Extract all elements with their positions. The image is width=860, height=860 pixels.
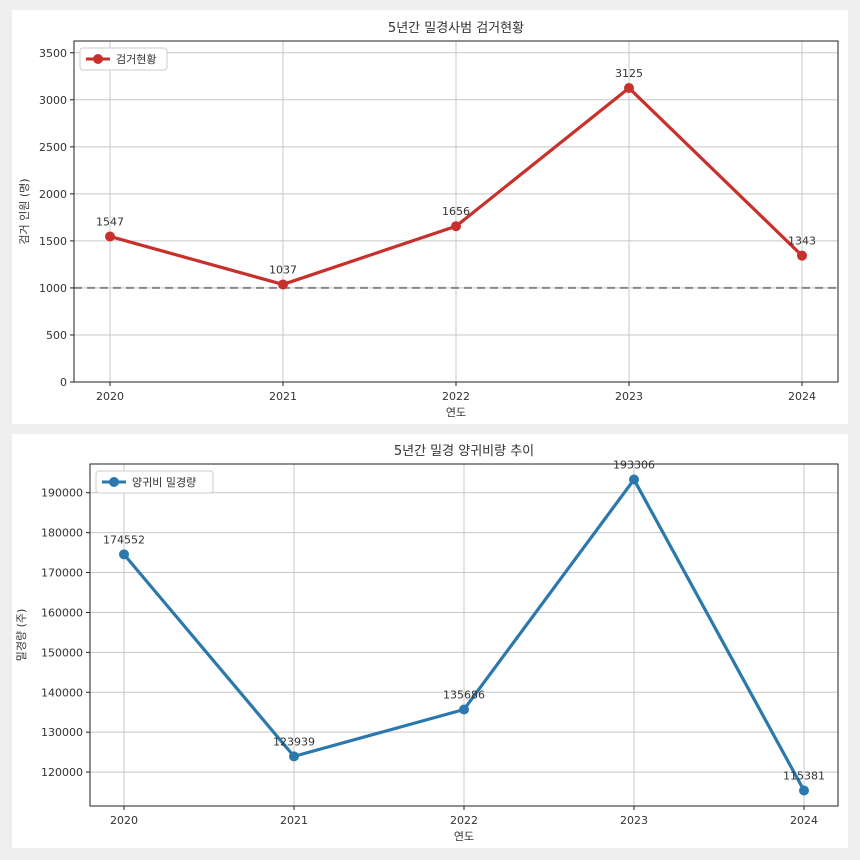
y-tick-label: 190000 <box>41 487 83 500</box>
data-label: 115381 <box>783 770 825 783</box>
x-tick-label: 2024 <box>790 814 818 827</box>
y-tick-label: 130000 <box>41 726 83 739</box>
data-point <box>105 231 115 242</box>
x-tick-label: 2020 <box>110 814 138 827</box>
chart-title: 5년간 밀경사범 검거현황 <box>388 21 524 36</box>
poppy-line-chart: 120000 130000 140000 150000 160000 170000 1800… <box>15 444 839 843</box>
y-tick-label: 2500 <box>39 141 67 154</box>
x-tick-label: 2021 <box>280 814 308 827</box>
data-point <box>629 474 639 485</box>
data-label: 1547 <box>96 215 124 228</box>
y-tick-label: 1000 <box>39 282 67 295</box>
data-label: 1343 <box>788 235 816 248</box>
data-point <box>799 785 809 796</box>
x-axis-label: 연도 <box>454 830 474 843</box>
arrests-line-chart: 0 500 1000 1500 2000 2500 3000 3500 2020 2021 2022… <box>18 21 839 419</box>
x-tick-label: 2023 <box>620 814 648 827</box>
chart-panel-arrests: 0 500 1000 1500 2000 2500 3000 3500 2020 2021 2022… <box>12 10 848 424</box>
data-label: 174552 <box>103 533 145 546</box>
x-tick-label: 2020 <box>96 390 124 403</box>
y-tick-label: 1500 <box>39 235 67 248</box>
x-tick-label: 2022 <box>442 390 470 403</box>
data-point <box>624 83 634 94</box>
chart-title: 5년간 밀경 양귀비량 추이 <box>394 444 534 459</box>
data-label: 3125 <box>615 67 643 80</box>
legend-box <box>79 47 168 71</box>
x-tick-label: 2022 <box>450 814 478 827</box>
y-tick-label: 500 <box>46 329 67 342</box>
legend-label: 검거현황 <box>116 53 156 66</box>
legend-swatch-marker <box>93 54 103 64</box>
legend-label: 양귀비 밀경량 <box>132 476 196 489</box>
y-tick-label: 120000 <box>41 766 83 779</box>
y-tick-label: 140000 <box>41 686 83 699</box>
data-label: 135686 <box>443 688 485 701</box>
y-axis-label: 검거 인원 (명) <box>18 178 31 244</box>
data-point <box>459 704 469 715</box>
legend-box <box>95 470 214 494</box>
chart-panel-poppy: 120000 130000 140000 150000 160000 170000 1800… <box>12 434 848 848</box>
legend-swatch-marker <box>109 477 119 487</box>
y-tick-label: 170000 <box>41 567 83 580</box>
y-tick-label: 0 <box>60 376 67 389</box>
data-label: 1037 <box>269 263 297 276</box>
y-tick-label: 180000 <box>41 527 83 540</box>
x-axis-label: 연도 <box>446 406 466 419</box>
y-tick-label: 2000 <box>39 188 67 201</box>
y-axis-label: 밀경량 (주) <box>15 609 28 662</box>
data-point <box>289 751 299 762</box>
data-point <box>119 549 129 560</box>
x-tick-label: 2024 <box>788 390 816 403</box>
data-point <box>451 221 461 232</box>
data-label: 1656 <box>442 205 470 218</box>
x-tick-label: 2023 <box>615 390 643 403</box>
x-tick-label: 2021 <box>269 390 297 403</box>
data-label: 123939 <box>273 735 315 748</box>
y-tick-label: 3000 <box>39 94 67 107</box>
y-tick-label: 150000 <box>41 646 83 659</box>
y-tick-label: 160000 <box>41 606 83 619</box>
data-point <box>278 279 288 290</box>
y-tick-label: 3500 <box>39 47 67 60</box>
data-label: 193306 <box>613 459 655 472</box>
data-point <box>797 250 807 261</box>
